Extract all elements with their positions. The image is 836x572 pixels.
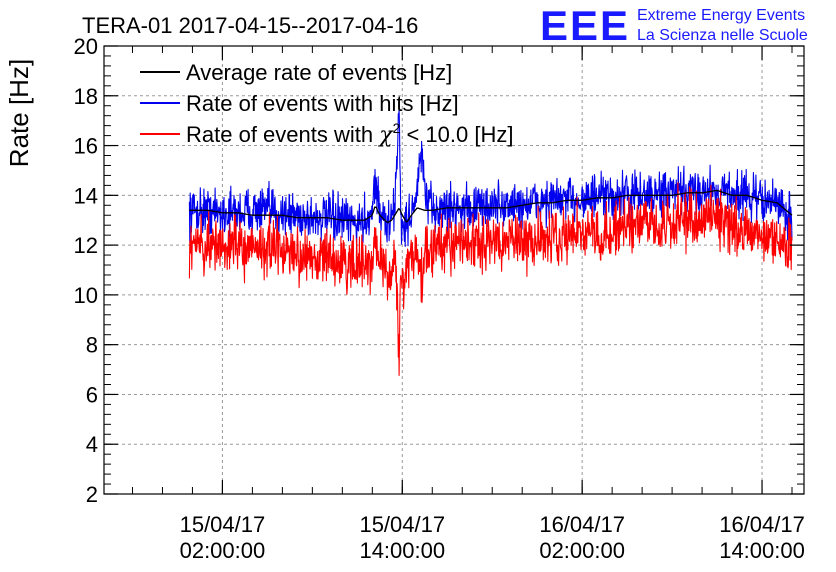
x-tick-label-time: 02:00:00 [180, 538, 266, 563]
legend-item-hits: Rate of events with hits [Hz] [140, 91, 459, 116]
y-tick-label: 20 [74, 34, 98, 59]
x-tick-label-time: 02:00:00 [539, 538, 625, 563]
legend-label-average: Average rate of events [Hz] [186, 60, 452, 85]
legend-label-chi2-suffix: < 10.0 [Hz] [400, 122, 513, 147]
y-tick-label: 2 [86, 482, 98, 507]
series-line-chi2 [188, 182, 793, 376]
legend-item-chi2: Rate of events with χ2 < 10.0 [Hz] [140, 120, 513, 148]
x-tick-label-date: 16/04/17 [719, 512, 805, 537]
chart-title: TERA-01 2017-04-15--2017-04-16 [82, 13, 418, 38]
legend-label-chi2-symbol: χ [377, 123, 394, 148]
y-tick-label: 16 [74, 134, 98, 159]
legend-item-average: Average rate of events [Hz] [140, 60, 452, 85]
x-tick-label-date: 16/04/17 [539, 512, 625, 537]
x-tick-label-time: 14:00:00 [719, 538, 805, 563]
y-tick-label: 6 [86, 382, 98, 407]
logo-text: EEE [540, 2, 630, 49]
plot-frame [103, 45, 805, 495]
series-layer [188, 108, 793, 376]
logo-line-1: Extreme Energy Events [637, 7, 805, 24]
series-line-average [189, 189, 793, 223]
logo-line-2: La Scienza nelle Scuole [637, 27, 808, 44]
axes: 246810121416182015/04/1702:00:0015/04/17… [74, 34, 805, 563]
legend: Average rate of events [Hz] Rate of even… [140, 60, 513, 148]
x-tick-label-time: 14:00:00 [359, 538, 445, 563]
y-tick-label: 8 [86, 333, 98, 358]
legend-label-chi2: Rate of events with χ2 < 10.0 [Hz] [186, 120, 513, 148]
y-tick-label: 14 [74, 183, 98, 208]
series-line-hits [188, 108, 793, 248]
legend-label-chi2-prefix: Rate of events with [186, 122, 379, 147]
y-tick-label: 18 [74, 84, 98, 109]
y-axis-label: Rate [Hz] [4, 59, 34, 167]
plot-area [104, 46, 804, 494]
legend-label-chi2-sup: 2 [393, 120, 401, 136]
y-tick-label: 10 [74, 283, 98, 308]
x-tick-label-date: 15/04/17 [359, 512, 445, 537]
eee-logo: EEE Extreme Energy Events La Scienza nel… [540, 2, 808, 49]
x-tick-label-date: 15/04/17 [180, 512, 266, 537]
y-tick-label: 12 [74, 233, 98, 258]
y-tick-label: 4 [86, 432, 98, 457]
legend-label-hits: Rate of events with hits [Hz] [186, 91, 459, 116]
